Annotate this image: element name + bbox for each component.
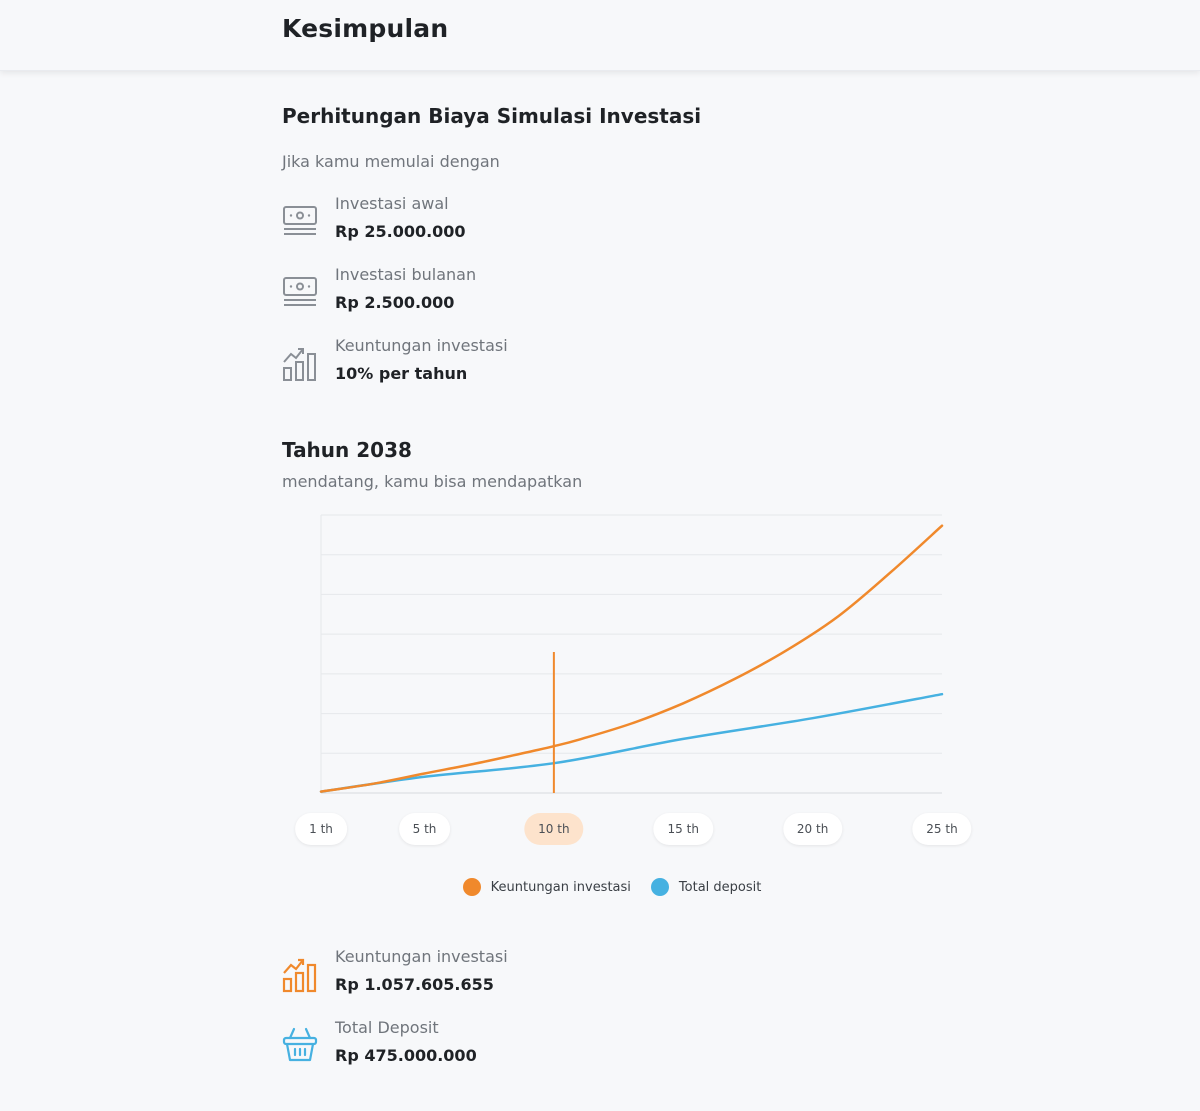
summary-deposit-label: Total Deposit [335,1018,439,1037]
result-year-title: Tahun 2038 [282,438,412,462]
growth-chart-icon [283,348,316,381]
legend-label-profit: Keuntungan investasi [490,879,631,895]
legend-item-deposit: Total deposit [650,878,762,896]
growth-chart-icon [282,958,317,993]
x-tick-5[interactable]: 5 th [398,813,451,845]
x-tick-10[interactable]: 10 th [524,813,584,845]
chart-legend: Keuntungan investasi Total deposit [0,878,1200,896]
monthly-investment-value: Rp 2.500.000 [335,293,455,312]
legend-label-deposit: Total deposit [678,879,762,895]
legend-dot-deposit [650,878,669,896]
return-rate-label: Keuntungan investasi [335,336,508,355]
summary-profit-row: Keuntungan investasi Rp 1.057.605.655 [282,947,782,1003]
x-tick-20[interactable]: 20 th [782,813,843,845]
initial-investment-value: Rp 25.000.000 [335,222,466,241]
return-rate-value: 10% per tahun [335,364,468,383]
legend-dot-profit [462,878,481,896]
return-rate-row: Keuntungan investasi 10% per tahun [282,336,782,392]
series-line-total-deposit [319,692,944,793]
series-line-keuntungan-investasi [319,524,944,793]
summary-deposit-row: Total Deposit Rp 475.000.000 [282,1018,782,1074]
monthly-investment-label: Investasi bulanan [335,265,477,284]
money-icon [283,277,317,306]
summary-deposit-value: Rp 475.000.000 [335,1046,477,1065]
simulation-intro: Jika kamu memulai dengan [282,152,500,171]
x-tick-25[interactable]: 25 th [912,813,972,845]
page-header: Kesimpulan [0,0,1200,71]
money-icon [283,206,317,235]
basket-icon [282,1027,318,1062]
result-subtitle: mendatang, kamu bisa mendapatkan [282,472,583,491]
initial-investment-row: Investasi awal Rp 25.000.000 [282,194,782,250]
legend-item-profit: Keuntungan investasi [462,878,631,896]
summary-profit-value: Rp 1.057.605.655 [335,975,494,994]
x-tick-1[interactable]: 1 th [295,813,347,845]
monthly-investment-row: Investasi bulanan Rp 2.500.000 [282,265,782,321]
x-tick-15[interactable]: 15 th [653,813,713,845]
summary-profit-label: Keuntungan investasi [335,947,508,966]
initial-investment-label: Investasi awal [335,194,449,213]
simulation-title: Perhitungan Biaya Simulasi Investasi [282,104,702,128]
page-title: Kesimpulan [282,14,449,43]
